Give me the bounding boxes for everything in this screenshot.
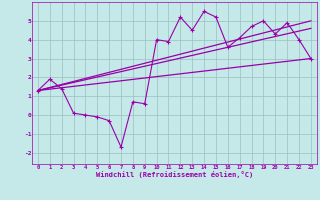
X-axis label: Windchill (Refroidissement éolien,°C): Windchill (Refroidissement éolien,°C)	[96, 171, 253, 178]
